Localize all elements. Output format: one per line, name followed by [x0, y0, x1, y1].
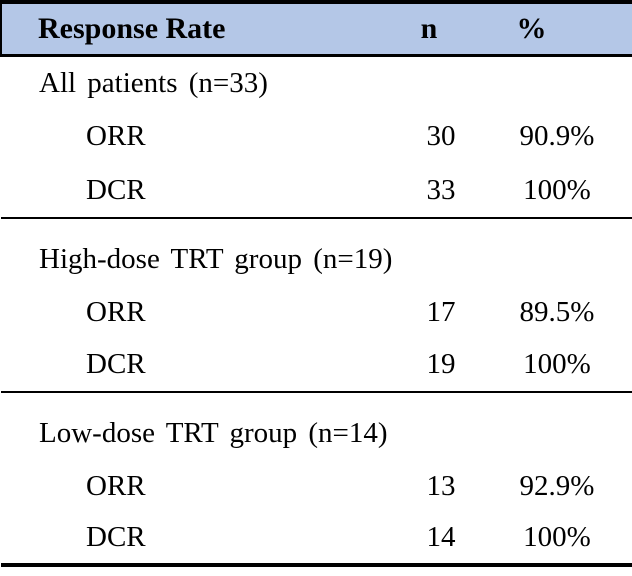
- column-header-n: n: [391, 0, 481, 57]
- percent-value: 100%: [481, 163, 632, 219]
- section-label-row: High-dose TRT group (n=19): [1, 218, 632, 286]
- percent-value: 100%: [481, 338, 632, 393]
- section-label-low-dose: Low-dose TRT group (n=14): [39, 416, 388, 449]
- measure-label: DCR: [1, 512, 391, 567]
- table-row: ORR 17 89.5%: [1, 286, 632, 338]
- n-value: 33: [391, 163, 481, 219]
- n-value: 14: [391, 512, 481, 567]
- column-header-response-rate: Response Rate: [0, 0, 391, 57]
- percent-value: 89.5%: [519, 295, 595, 328]
- table-row: ORR 30 90.9%: [1, 110, 632, 163]
- empty-cell: [481, 218, 632, 286]
- measure-label: DCR: [1, 163, 391, 219]
- section-label-row: Low-dose TRT group (n=14): [1, 392, 632, 460]
- percent-value: 92.9%: [519, 469, 595, 502]
- measure-label: ORR: [86, 120, 146, 152]
- empty-cell: [391, 392, 481, 460]
- percent-value: 100%: [481, 512, 632, 567]
- column-header-percent: %: [481, 0, 632, 57]
- measure-label: DCR: [1, 338, 391, 393]
- table-row: DCR 14 100%: [1, 512, 632, 567]
- table-row: ORR 13 92.9%: [1, 460, 632, 512]
- section-label-row: All patients (n=33): [1, 56, 632, 111]
- percent-value: 90.9%: [519, 120, 595, 152]
- measure-label: ORR: [86, 469, 146, 502]
- n-value: 30: [426, 120, 456, 152]
- n-value: 13: [426, 469, 456, 502]
- empty-cell: [391, 56, 481, 111]
- measure-label: ORR: [86, 295, 146, 328]
- table-row: DCR 19 100%: [1, 338, 632, 393]
- empty-cell: [481, 56, 632, 111]
- table-header-row: Response Rate n %: [0, 0, 632, 57]
- table-row: DCR 33 100%: [1, 163, 632, 219]
- empty-cell: [391, 218, 481, 286]
- section-label-all-patients: All patients (n=33): [39, 67, 268, 99]
- n-value: 17: [426, 295, 456, 328]
- empty-cell: [481, 392, 632, 460]
- section-label-high-dose: High-dose TRT group (n=19): [39, 242, 393, 275]
- n-value: 19: [391, 338, 481, 393]
